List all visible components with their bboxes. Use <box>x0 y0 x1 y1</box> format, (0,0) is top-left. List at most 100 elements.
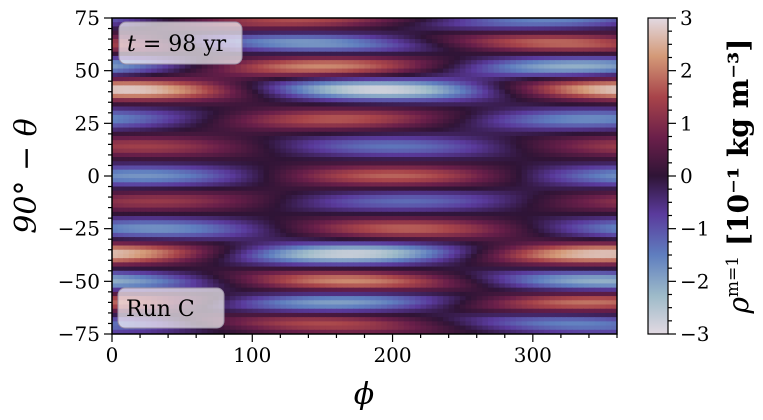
heatmap-cell <box>409 182 416 188</box>
heatmap-cell <box>145 89 152 95</box>
heatmap-cell <box>538 18 545 23</box>
heatmap-cell <box>224 173 231 179</box>
heatmap-cell <box>336 51 343 57</box>
heatmap-cell <box>291 110 298 116</box>
heatmap-cell <box>409 114 416 120</box>
heatmap-cell <box>252 232 259 238</box>
heatmap-cell <box>611 76 617 82</box>
heatmap-cell <box>600 76 607 82</box>
heatmap-cell <box>538 123 545 129</box>
heatmap-cell <box>196 123 203 129</box>
heatmap-cell <box>358 203 366 209</box>
heatmap-cell <box>516 161 523 167</box>
heatmap-cell <box>252 98 259 103</box>
heatmap-cell <box>386 34 394 40</box>
heatmap-cell <box>257 224 265 230</box>
heatmap-cell <box>134 216 141 221</box>
heatmap-cell <box>353 43 360 49</box>
heatmap-cell <box>504 135 511 141</box>
heatmap-cell <box>398 98 405 103</box>
heatmap-cell <box>263 123 270 129</box>
heatmap-cell <box>353 51 360 57</box>
heatmap-cell <box>342 224 349 230</box>
heatmap-cell <box>123 161 130 167</box>
heatmap-cell <box>600 173 607 179</box>
heatmap-cell <box>241 55 248 61</box>
heatmap-cell <box>549 18 556 23</box>
heatmap-cell <box>319 186 326 192</box>
heatmap-cell <box>544 110 551 116</box>
heatmap-cell <box>431 194 439 200</box>
heatmap-cell <box>285 93 293 99</box>
heatmap-cell <box>605 216 612 221</box>
heatmap-cell <box>162 220 169 226</box>
heatmap-cell <box>448 131 455 137</box>
heatmap-cell <box>499 127 506 133</box>
heatmap-cell <box>128 68 136 74</box>
heatmap-cell <box>437 47 444 53</box>
heatmap-cell <box>162 93 169 99</box>
heatmap-cell <box>112 43 119 49</box>
heatmap-cell <box>572 144 579 150</box>
heatmap-cell <box>487 161 495 167</box>
heatmap-cell <box>168 127 175 133</box>
heatmap-cell <box>566 178 573 183</box>
heatmap-cell <box>285 161 293 167</box>
heatmap-cell <box>274 81 281 87</box>
heatmap-cell <box>566 114 573 120</box>
heatmap-cell <box>415 165 422 171</box>
heatmap-cell <box>353 114 360 120</box>
heatmap-cell <box>112 245 119 251</box>
heatmap-cell <box>274 216 281 221</box>
heatmap-cell <box>269 140 276 145</box>
heatmap-cell <box>459 81 467 87</box>
heatmap-cell <box>471 34 478 40</box>
heatmap-cell <box>353 140 360 145</box>
heatmap-cell <box>527 55 534 61</box>
heatmap-cell <box>184 241 192 247</box>
heatmap-cell <box>252 110 259 116</box>
heatmap-cell <box>577 228 584 234</box>
heatmap-cell <box>285 245 293 251</box>
heatmap-cell <box>572 106 579 112</box>
heatmap-cell <box>319 114 326 120</box>
heatmap-cell <box>605 178 612 183</box>
heatmap-cell <box>285 18 293 23</box>
heatmap-cell <box>499 114 506 120</box>
heatmap-cell <box>549 85 556 91</box>
heatmap-cell <box>246 55 253 61</box>
heatmap-cell <box>504 152 511 158</box>
heatmap-cell <box>140 178 147 183</box>
heatmap-cell <box>516 76 523 82</box>
heatmap-cell <box>426 182 433 188</box>
heatmap-cell <box>291 22 298 28</box>
heatmap-cell <box>611 165 617 171</box>
heatmap-cell <box>280 220 287 226</box>
heatmap-cell <box>314 220 321 226</box>
heatmap-cell <box>499 211 506 217</box>
heatmap-cell <box>521 114 528 120</box>
heatmap-cell <box>549 43 556 49</box>
heatmap-cell <box>594 51 601 57</box>
heatmap-cell <box>274 64 281 70</box>
heatmap-cell <box>437 165 444 171</box>
heatmap-cell <box>280 211 287 217</box>
heatmap-cell <box>476 68 483 74</box>
heatmap-cell <box>297 85 304 91</box>
heatmap-cell <box>246 224 253 230</box>
heatmap-cell <box>392 182 399 188</box>
heatmap-cell <box>499 237 506 242</box>
heatmap-cell <box>493 47 500 53</box>
heatmap-cell <box>112 55 119 61</box>
heatmap-cell <box>420 119 427 124</box>
heatmap-cell <box>128 203 136 209</box>
heatmap-cell <box>184 114 192 120</box>
heatmap-cell <box>117 76 124 82</box>
heatmap-cell <box>162 114 169 120</box>
heatmap-cell <box>196 237 203 242</box>
heatmap-cell <box>583 22 590 28</box>
heatmap-cell <box>555 106 562 112</box>
heatmap-cell <box>224 224 231 230</box>
heatmap-cell <box>392 165 399 171</box>
heatmap-cell <box>555 228 562 234</box>
